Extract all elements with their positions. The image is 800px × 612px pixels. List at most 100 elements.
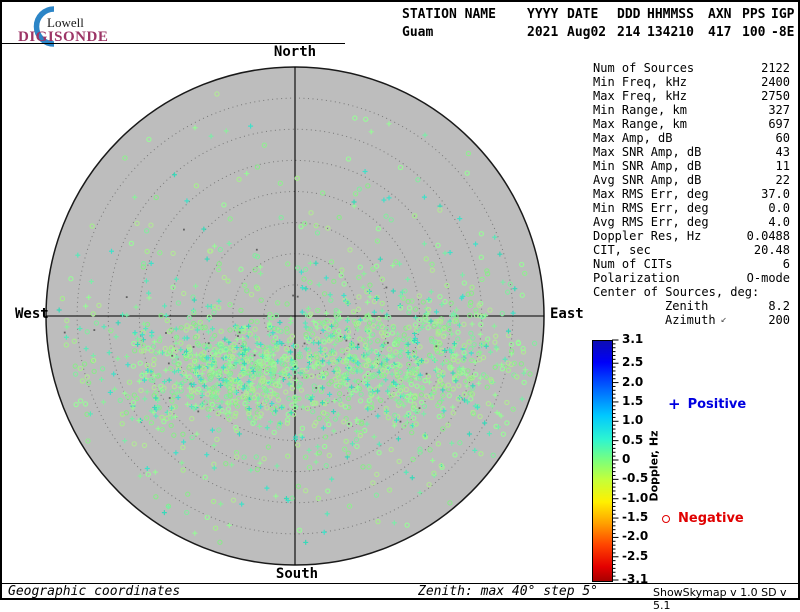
stat-value: 327 xyxy=(768,103,790,117)
stat-value: 6 xyxy=(782,257,790,271)
stat-value: 22 xyxy=(775,173,790,187)
legend-positive: + Positive xyxy=(668,395,746,413)
footer-zenith-scale: Zenith: max 40° step 5° xyxy=(418,584,599,599)
header-label: DDD xyxy=(617,7,641,22)
colorbar-tick-label: 0.5 xyxy=(622,432,644,447)
colorbar-tick-label: 2.0 xyxy=(622,374,644,389)
digisonde-logo: Lowell DIGISONDE xyxy=(18,6,108,47)
header-values-row: Guam 2021 Aug02 214 134210 417 100 -8E xyxy=(402,25,799,41)
stat-value: 2122 xyxy=(761,61,790,75)
stat-value: 4.0 xyxy=(768,215,790,229)
stat-value: 2750 xyxy=(761,89,790,103)
header-table: STATION NAME YYYY DATE DDD HHMMSS AXN PPS IGP G… xyxy=(402,7,799,41)
colorbar-tick-label: -2.0 xyxy=(622,529,649,544)
footer-coordinates: Geographic coordinates xyxy=(8,584,181,599)
header-value: 100 xyxy=(742,25,766,40)
stat-row: Min Range, km 327 xyxy=(593,103,790,117)
stat-label: Max Range, km xyxy=(593,117,687,131)
stat-row: Azimuth ↙ 200 xyxy=(593,313,790,327)
stat-row: Num of Sources 2122 xyxy=(593,61,790,75)
header-label: STATION NAME xyxy=(402,7,496,22)
header-separator xyxy=(0,43,345,44)
stat-label: Max SNR Amp, dB xyxy=(593,145,702,159)
stat-row: Max Range, km 697 xyxy=(593,117,790,131)
stat-row: Max SNR Amp, dB 43 xyxy=(593,145,790,159)
header-value: 214 xyxy=(617,25,641,40)
stat-value: 0.0 xyxy=(768,201,790,215)
compass-west: West xyxy=(15,306,49,322)
stat-row: Min SNR Amp, dB 11 xyxy=(593,159,790,173)
legend-positive-label: Positive xyxy=(687,396,747,412)
stat-value: 200 xyxy=(768,313,790,327)
header-label: YYYY xyxy=(527,7,559,22)
header-label: AXN xyxy=(708,7,732,22)
stat-value: 697 xyxy=(768,117,790,131)
stat-value: 0.0488 xyxy=(746,229,790,243)
stat-value: 43 xyxy=(775,145,790,159)
legend-negative-label: Negative xyxy=(678,511,744,526)
stat-row: Max RMS Err, deg 37.0 xyxy=(593,187,790,201)
stat-row: Center of Sources, deg: xyxy=(593,285,790,299)
stat-label: Polarization xyxy=(593,271,680,285)
stat-label: Num of Sources xyxy=(593,61,695,75)
colorbar-tick-label: -0.5 xyxy=(622,471,649,486)
colorbar-tick-label: 1.5 xyxy=(622,393,644,408)
stat-row: Polarization O-mode xyxy=(593,271,790,285)
header-label: PPS xyxy=(742,7,766,22)
header-value: Aug02 xyxy=(567,25,607,40)
logo-crescent-icon xyxy=(33,6,55,47)
stat-label: Azimuth xyxy=(665,313,716,327)
stats-panel: Num of Sources 2122 Min Freq, kHz 2400 Max F… xyxy=(593,61,790,327)
header-label: DATE xyxy=(567,7,599,22)
stat-row: Min Freq, kHz 2400 xyxy=(593,75,790,89)
header-value: 2021 xyxy=(527,25,559,40)
colorbar-tick-label: 0 xyxy=(622,452,631,466)
compass-south: South xyxy=(275,566,319,582)
stat-label: Min RMS Err, deg xyxy=(593,201,709,215)
header-value: Guam xyxy=(402,25,434,40)
stat-label: CIT, sec xyxy=(593,243,651,257)
header-value: 417 xyxy=(708,25,732,40)
legend-negative: Negative xyxy=(662,511,744,526)
header-label: HHMMSS xyxy=(647,7,694,22)
stat-label: Max Amp, dB xyxy=(593,131,673,145)
doppler-colorbar xyxy=(592,340,613,582)
stat-label: Zenith xyxy=(665,299,709,313)
colorbar-tick-label: 3.1 xyxy=(622,332,644,346)
colorbar-tick-label: 2.5 xyxy=(622,355,644,370)
header-value: 134210 xyxy=(647,25,694,40)
stat-value: 8.2 xyxy=(768,299,790,313)
colorbar-tick-label: -3.1 xyxy=(622,572,649,586)
stat-row: Avg SNR Amp, dB 22 xyxy=(593,173,790,187)
stat-value: 2400 xyxy=(761,75,790,89)
stat-value: 37.0 xyxy=(761,187,790,201)
stat-label: Num of CITs xyxy=(593,257,673,271)
stat-row: CIT, sec 20.48 xyxy=(593,243,790,257)
stat-value: 11 xyxy=(775,159,790,173)
compass-east: East xyxy=(550,306,584,322)
compass-north: North xyxy=(273,44,317,60)
stat-label: Avg SNR Amp, dB xyxy=(593,173,702,187)
colorbar-tick-label: -2.5 xyxy=(622,548,649,563)
stat-label: Avg RMS Err, deg xyxy=(593,215,709,229)
azimuth-arrow-icon: ↙ xyxy=(720,314,727,325)
header-value: -8E xyxy=(771,25,795,40)
circle-icon xyxy=(662,514,670,523)
stat-value: 60 xyxy=(775,131,790,145)
colorbar-tick-label: -1.5 xyxy=(622,510,649,525)
stat-label: Min SNR Amp, dB xyxy=(593,159,702,173)
stat-label: Doppler Res, Hz xyxy=(593,229,702,243)
stat-row: Avg RMS Err, deg 4.0 xyxy=(593,215,790,229)
logo-digisonde-text: DIGISONDE xyxy=(18,29,108,45)
stat-row: Zenith 8.2 xyxy=(593,299,790,313)
stat-row: Num of CITs 6 xyxy=(593,257,790,271)
footer-separator xyxy=(0,583,800,584)
stat-row: Max Freq, kHz 2750 xyxy=(593,89,790,103)
header-label: IGP xyxy=(771,7,795,22)
stat-row: Max Amp, dB 60 xyxy=(593,131,790,145)
colorbar-tick-label: 1.0 xyxy=(622,413,644,428)
stat-value: O-mode xyxy=(746,271,790,285)
stat-label: Max Freq, kHz xyxy=(593,89,687,103)
stat-label: Max RMS Err, deg xyxy=(593,187,709,201)
